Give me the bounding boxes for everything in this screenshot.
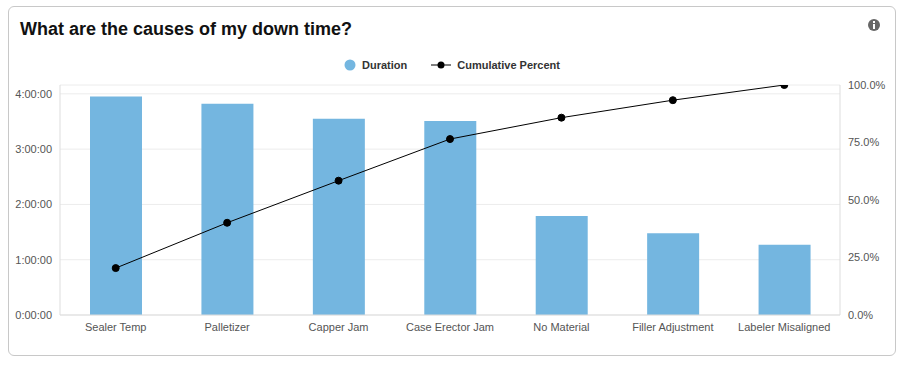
svg-text:Capper Jam: Capper Jam xyxy=(309,321,369,333)
svg-text:0:00:00: 0:00:00 xyxy=(15,309,52,321)
svg-text:75.0%: 75.0% xyxy=(848,136,879,148)
html-text:Cumulative Percent: Cumulative Percent xyxy=(457,59,560,71)
svg-text:1:00:00: 1:00:00 xyxy=(15,254,52,266)
svg-text:Sealer Temp: Sealer Temp xyxy=(85,321,147,333)
html-text:Duration: Duration xyxy=(362,59,408,71)
svg-text:100.0%: 100.0% xyxy=(848,79,886,91)
svg-text:Filler Adjustment: Filler Adjustment xyxy=(632,321,713,333)
svg-text:Palletizer: Palletizer xyxy=(205,321,251,333)
svg-text:3:00:00: 3:00:00 xyxy=(15,143,52,155)
svg-text:Case Erector Jam: Case Erector Jam xyxy=(406,321,494,333)
svg-text:50.0%: 50.0% xyxy=(848,194,879,206)
svg-text:4:00:00: 4:00:00 xyxy=(15,88,52,100)
svg-text:Labeler Misaligned: Labeler Misaligned xyxy=(738,321,830,333)
svg-text:2:00:00: 2:00:00 xyxy=(15,198,52,210)
html-text:What are the causes of my down: What are the causes of my down time? xyxy=(20,19,353,39)
svg-text:0.0%: 0.0% xyxy=(848,309,873,321)
svg-text:No Material: No Material xyxy=(533,321,589,333)
svg-text:25.0%: 25.0% xyxy=(848,251,879,263)
